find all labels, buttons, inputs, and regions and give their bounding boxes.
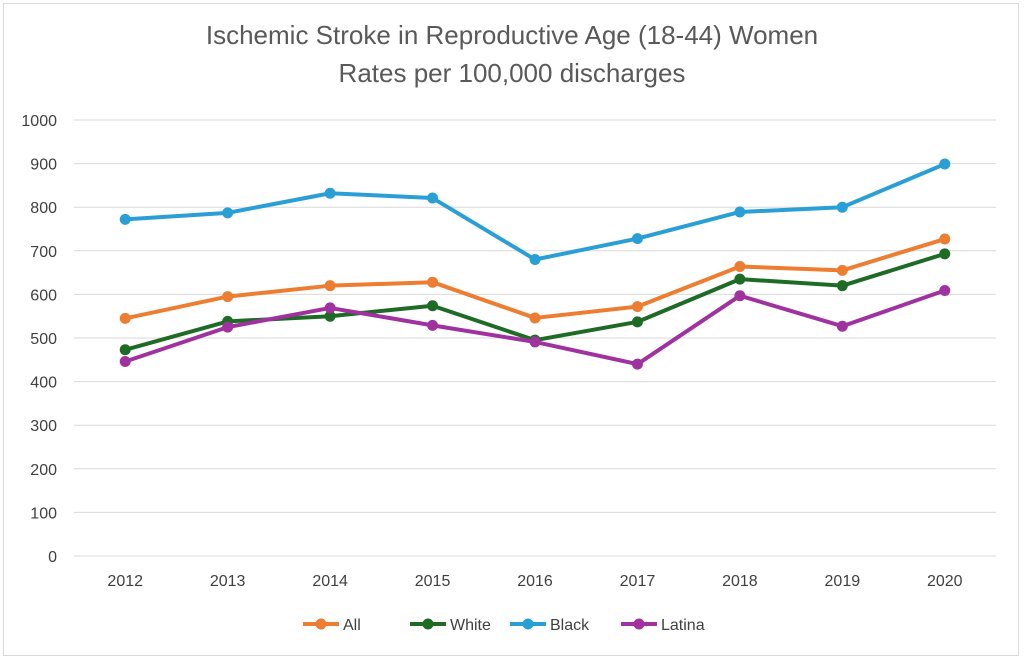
legend-item-white: White <box>410 617 491 634</box>
legend-item-black: Black <box>510 617 590 634</box>
data-point <box>119 213 131 225</box>
x-axis-ticks: 2012 2013 2014 2015 2016 2017 2018 2019 2020 <box>107 573 962 590</box>
data-point <box>222 207 234 219</box>
series-line <box>123 288 947 367</box>
x-tick-label: 2015 <box>415 573 451 590</box>
data-point <box>939 233 951 245</box>
data-point <box>939 284 951 296</box>
y-tick-label: 700 <box>30 244 57 261</box>
legend-swatch-marker <box>422 618 434 630</box>
y-tick-label: 0 <box>48 549 57 566</box>
data-point <box>427 192 439 204</box>
series-line <box>123 162 947 262</box>
y-tick-label: 500 <box>30 331 57 348</box>
data-point <box>836 264 848 276</box>
chart-title: Ischemic Stroke in Reproductive Age (18-… <box>205 20 819 50</box>
y-tick-label: 100 <box>30 505 57 522</box>
y-axis-ticks: 0 100 200 300 400 500 600 700 800 900 1000 <box>21 113 57 566</box>
legend-label: Black <box>550 617 590 634</box>
x-tick-label: 2016 <box>517 573 553 590</box>
data-point <box>631 316 643 328</box>
data-point <box>529 336 541 348</box>
data-point <box>324 302 336 314</box>
legend-label: All <box>343 617 361 634</box>
y-tick-label: 200 <box>30 462 57 479</box>
chart-subtitle: Rates per 100,000 discharges <box>338 58 686 88</box>
data-point <box>427 300 439 312</box>
legend-swatch-marker <box>522 618 534 630</box>
data-point <box>734 260 746 272</box>
x-tick-label: 2019 <box>825 573 861 590</box>
data-point <box>631 358 643 370</box>
data-point <box>119 312 131 324</box>
x-tick-label: 2014 <box>312 573 348 590</box>
legend-swatch-marker <box>633 618 645 630</box>
series-latina <box>119 284 951 370</box>
data-point <box>222 291 234 303</box>
series-all <box>119 233 951 324</box>
chart-frame <box>3 3 1019 656</box>
data-point <box>631 301 643 313</box>
y-tick-label: 300 <box>30 418 57 435</box>
legend: All White Black Latina <box>303 617 705 634</box>
series-lines <box>119 158 951 370</box>
data-point <box>939 248 951 260</box>
data-point <box>631 233 643 245</box>
data-point <box>836 320 848 332</box>
data-point <box>734 290 746 302</box>
data-point <box>119 344 131 356</box>
legend-label: Latina <box>661 617 705 634</box>
legend-item-all: All <box>303 617 361 634</box>
legend-label: White <box>450 617 491 634</box>
data-point <box>324 310 336 322</box>
x-tick-label: 2013 <box>210 573 246 590</box>
y-tick-label: 400 <box>30 375 57 392</box>
data-point <box>324 280 336 292</box>
y-tick-label: 900 <box>30 157 57 174</box>
data-point <box>427 319 439 331</box>
data-point <box>119 356 131 368</box>
x-tick-label: 2018 <box>722 573 758 590</box>
x-tick-label: 2012 <box>107 573 143 590</box>
data-point <box>734 206 746 218</box>
x-tick-label: 2020 <box>927 573 963 590</box>
data-point <box>222 321 234 333</box>
data-point <box>529 254 541 266</box>
data-point <box>939 158 951 170</box>
data-point <box>324 187 336 199</box>
data-point <box>529 312 541 324</box>
series-black <box>119 158 951 266</box>
data-point <box>734 273 746 285</box>
data-point <box>427 276 439 288</box>
y-tick-label: 600 <box>30 287 57 304</box>
data-point <box>836 280 848 292</box>
x-tick-label: 2017 <box>620 573 656 590</box>
y-tick-label: 1000 <box>21 113 57 130</box>
data-point <box>836 201 848 213</box>
y-tick-label: 800 <box>30 200 57 217</box>
legend-item-latina: Latina <box>621 617 705 634</box>
legend-swatch-marker <box>315 618 327 630</box>
